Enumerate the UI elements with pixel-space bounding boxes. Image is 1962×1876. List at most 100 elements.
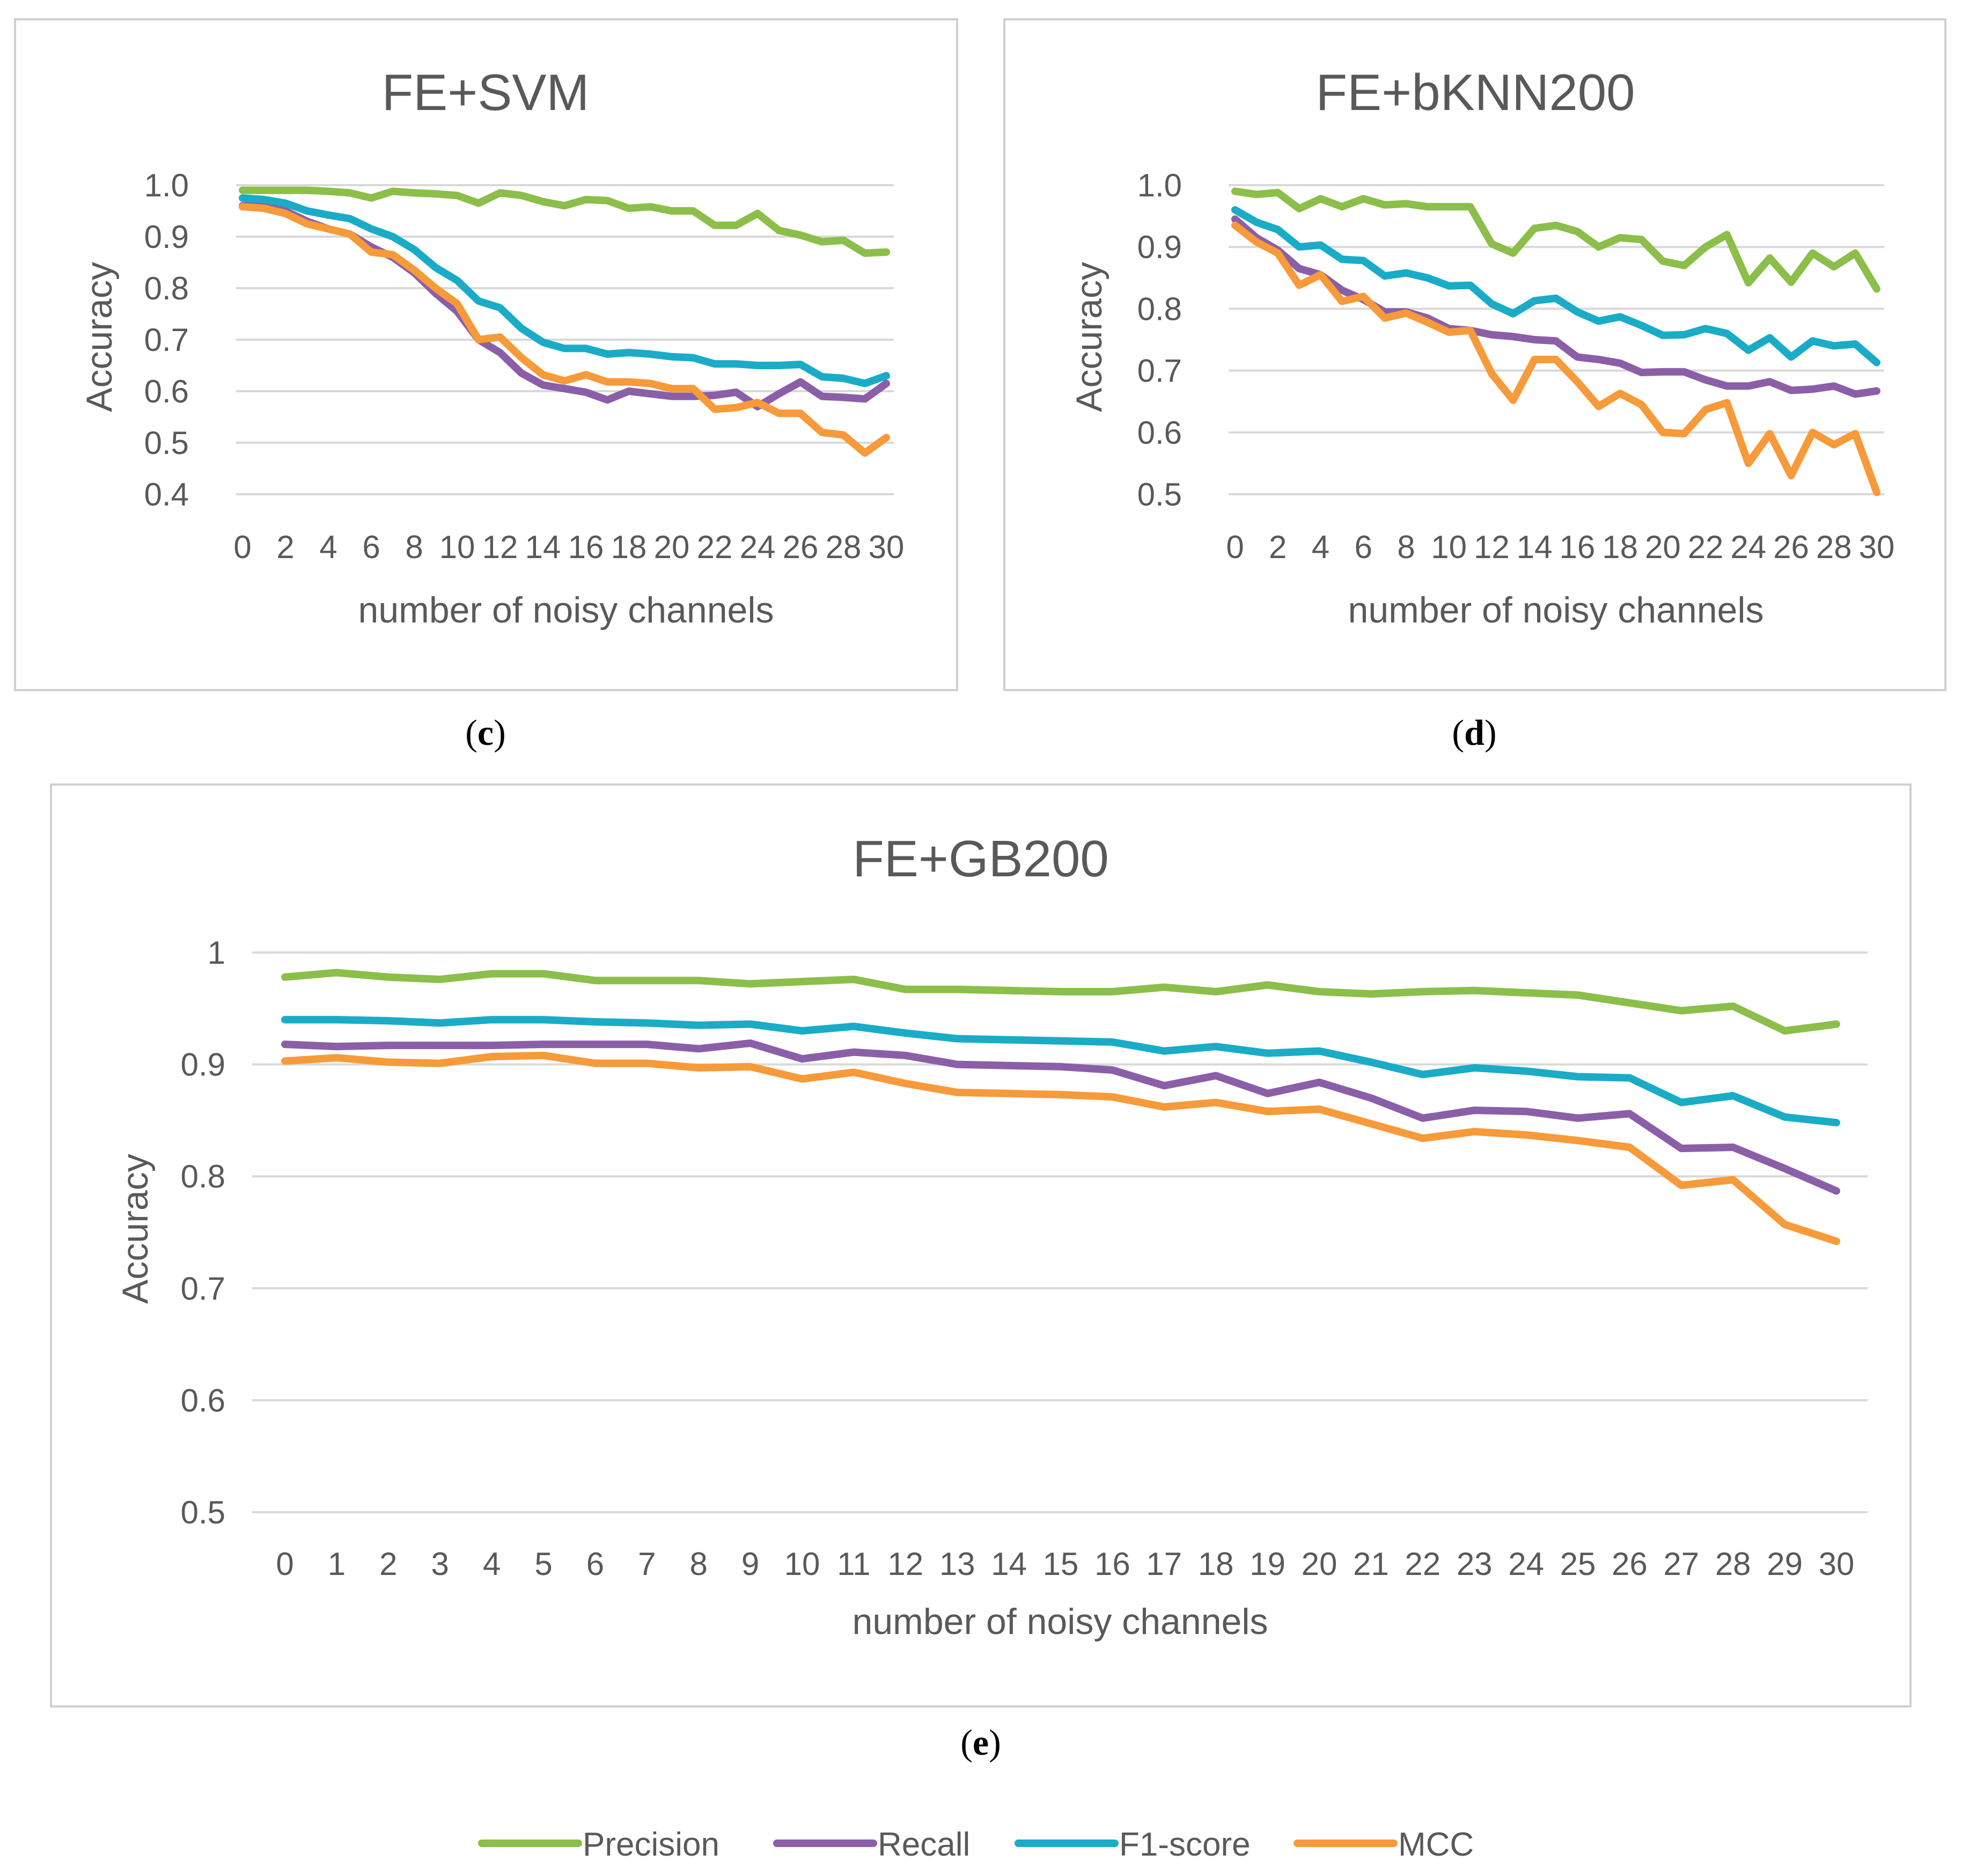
panel-d-x-tick-label: 8	[1397, 529, 1415, 565]
panel-c-series	[239, 186, 890, 457]
panel-d-x-tick-label: 16	[1559, 529, 1595, 565]
panel-c-x-tick-label: 8	[405, 529, 423, 565]
panel-d-x-tick-label: 28	[1816, 529, 1852, 565]
panel-e-x-tick-label: 20	[1302, 1546, 1338, 1582]
panel-d-series	[1231, 187, 1880, 496]
panel-c-x-tick-label: 10	[439, 529, 475, 565]
panel-e-title: FE+GB200	[853, 830, 1109, 888]
panel-c-x-tick-label: 12	[482, 529, 518, 565]
panel-d-series-recall	[1231, 215, 1880, 398]
panel-d-x-tick-label: 4	[1312, 529, 1329, 565]
panel-c-x-tick-label: 2	[276, 529, 294, 565]
panel-e-x-tick-label: 1	[328, 1546, 346, 1582]
panel-e-x-tick-label: 10	[784, 1546, 820, 1582]
panel-c-x-tick-label: 0	[233, 529, 251, 565]
panel-c-x-tick-label: 6	[362, 529, 380, 565]
panel-c-x-tick-label: 16	[568, 529, 604, 565]
panel-c-series-f1-score	[239, 194, 890, 387]
panel-e-x-tick-label: 17	[1146, 1546, 1182, 1582]
panel-e-y-ticks: 0.5 0.6 0.7 0.8 0.9 1	[181, 935, 225, 1530]
panel-e-y-tick-label: 0.7	[181, 1271, 225, 1307]
panel-d-y-tick-label: 1.0	[1137, 167, 1182, 203]
panel-c-caption-letter: c	[477, 712, 494, 753]
panel-c-x-tick-label: 18	[611, 529, 647, 565]
panel-d-caption-letter: d	[1464, 712, 1485, 753]
panel-e-x-tick-label: 8	[690, 1546, 708, 1582]
panel-d-x-ticks: 0 2 4 6 8 10 12 14 16 18 20 22 24 26 28 30	[1226, 529, 1894, 565]
panel-e-x-axis-label: number of noisy channels	[853, 1601, 1268, 1642]
legend: Precision Recall F1-score MCC	[478, 1826, 1474, 1863]
panel-d-x-tick-label: 18	[1602, 529, 1638, 565]
panel-e-x-tick-label: 4	[483, 1546, 501, 1582]
panel-e-x-tick-label: 15	[1043, 1546, 1079, 1582]
panel-e-x-tick-label: 26	[1612, 1546, 1648, 1582]
panel-e-series-mcc	[281, 1051, 1840, 1245]
panel-c-x-tick-label: 14	[525, 529, 561, 565]
panel-d-x-axis-label: number of noisy channels	[1348, 590, 1764, 631]
panel-e-x-tick-label: 2	[379, 1546, 397, 1582]
panel-e-y-tick-label: 0.9	[181, 1047, 225, 1083]
panel-d-y-tick-label: 0.5	[1137, 477, 1182, 512]
panel-e-x-tick-label: 25	[1560, 1546, 1596, 1582]
panel-d-x-tick-label: 20	[1645, 529, 1681, 565]
panel-c-y-tick-label: 0.7	[144, 322, 189, 358]
panel-e: FE+GB200 0.50.60.70.80.91 0 1 2 3 4 5 6 7 8 9 10 11…	[50, 783, 1912, 1708]
panel-e-x-tick-label: 11	[837, 1546, 870, 1582]
panel-c-x-tick-label: 26	[783, 529, 819, 565]
panel-d-series-mcc	[1231, 221, 1880, 496]
panel-c-y-tick-label: 0.9	[144, 219, 189, 255]
legend-label-precision: Precision	[583, 1826, 719, 1863]
panel-e-y-tick-label: 1	[208, 935, 225, 971]
panel-e-caption-letter: e	[973, 1722, 989, 1763]
panel-d-gridlines	[1229, 184, 1884, 495]
panel-e-x-tick-label: 7	[638, 1546, 656, 1582]
panel-e-series-precision	[281, 969, 1840, 1035]
panel-d-series-f1-score	[1231, 206, 1880, 367]
panel-e-x-tick-label: 23	[1457, 1546, 1493, 1582]
panel-c-x-axis-label: number of noisy channels	[358, 590, 774, 631]
panel-e-x-tick-label: 18	[1198, 1546, 1234, 1582]
panel-c-y-tick-label: 0.4	[144, 477, 189, 512]
panel-c-y-tick-label: 0.6	[144, 373, 189, 409]
panel-d-x-tick-label: 12	[1474, 529, 1510, 565]
panel-d-y-tick-label: 0.9	[1137, 229, 1182, 265]
panel-e-x-tick-label: 16	[1094, 1546, 1130, 1582]
panel-d-x-tick-label: 24	[1730, 529, 1766, 565]
panel-c-x-ticks: 0 2 4 6 8 10 12 14 16 18 20 22 24 26 28 30	[233, 529, 904, 565]
panel-e-x-tick-label: 19	[1250, 1546, 1285, 1582]
panel-c: FE+SVM 0.40.50.60.70.80.91.0 0 2 4 6 8 10 12 14…	[14, 18, 958, 691]
panel-c-x-tick-label: 20	[654, 529, 690, 565]
panel-d-caption: (d)	[1452, 712, 1496, 753]
panel-e-y-tick-label: 0.8	[181, 1159, 225, 1195]
panel-c-y-tick-label: 0.5	[144, 425, 189, 461]
legend-label-mcc: MCC	[1398, 1826, 1474, 1863]
panel-c-gridlines	[236, 184, 894, 495]
panel-d: FE+bKNN200 0.50.60.70.80.91.0 0 2 4 6 8 10 12 1…	[1003, 18, 1946, 691]
panel-d-y-axis-label: Accuracy	[1069, 262, 1109, 412]
panel-e-series-recall	[281, 1039, 1840, 1195]
panel-e-y-tick-label: 0.6	[181, 1382, 225, 1418]
panel-e-x-tick-label: 3	[431, 1546, 449, 1582]
panel-e-x-tick-label: 27	[1663, 1546, 1699, 1582]
panel-c-x-tick-label: 4	[319, 529, 337, 565]
legend-label-recall: Recall	[878, 1826, 970, 1863]
panel-c-caption: (c)	[465, 712, 506, 753]
panel-e-y-tick-label: 0.5	[181, 1494, 225, 1530]
panel-e-x-tick-label: 28	[1715, 1546, 1751, 1582]
panel-c-y-axis-label: Accuracy	[79, 262, 120, 412]
panel-e-x-ticks: 0 1 2 3 4 5 6 7 8 9 10 11 12 13 14 15 16 17 18 19 20 21 22 23 24…	[276, 1546, 1854, 1582]
panel-d-series-precision	[1231, 187, 1880, 293]
panel-c-x-tick-label: 22	[697, 529, 733, 565]
panel-c-series-mcc	[239, 203, 890, 457]
panel-d-y-tick-label: 0.7	[1137, 353, 1182, 389]
panel-c-x-tick-label: 30	[869, 529, 905, 565]
panel-d-title: FE+bKNN200	[1316, 64, 1635, 121]
panel-e-x-tick-label: 14	[991, 1546, 1027, 1582]
panel-d-y-tick-label: 0.8	[1137, 291, 1182, 327]
panel-c-y-ticks: 0.4 0.5 0.6 0.7 0.8 0.9 1.0	[144, 167, 189, 512]
legend-label-f1-score: F1-score	[1119, 1826, 1251, 1863]
panel-e-caption: (e)	[960, 1722, 1001, 1763]
panel-d-y-ticks: 0.5 0.6 0.7 0.8 0.9 1.0	[1137, 167, 1182, 512]
panel-c-x-tick-label: 28	[826, 529, 862, 565]
